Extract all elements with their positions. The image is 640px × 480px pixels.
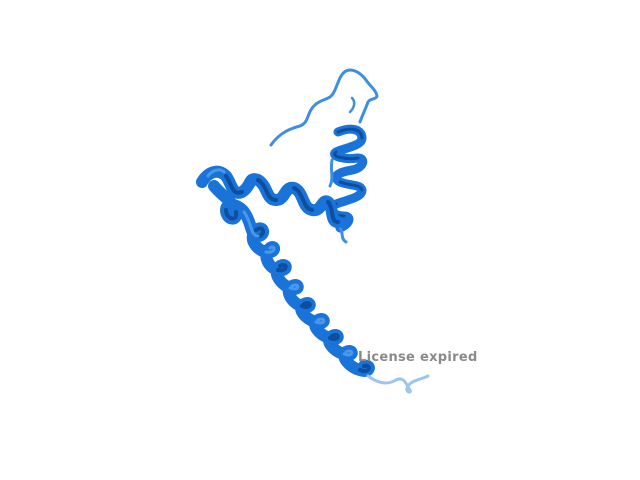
helix-horizontal [196, 165, 344, 228]
license-watermark: License expired [358, 350, 478, 365]
c-terminal-coil [366, 374, 430, 394]
protein-ribbon [196, 68, 430, 394]
helix-long-diagonal [208, 180, 375, 377]
n-terminal-coil [269, 68, 379, 147]
